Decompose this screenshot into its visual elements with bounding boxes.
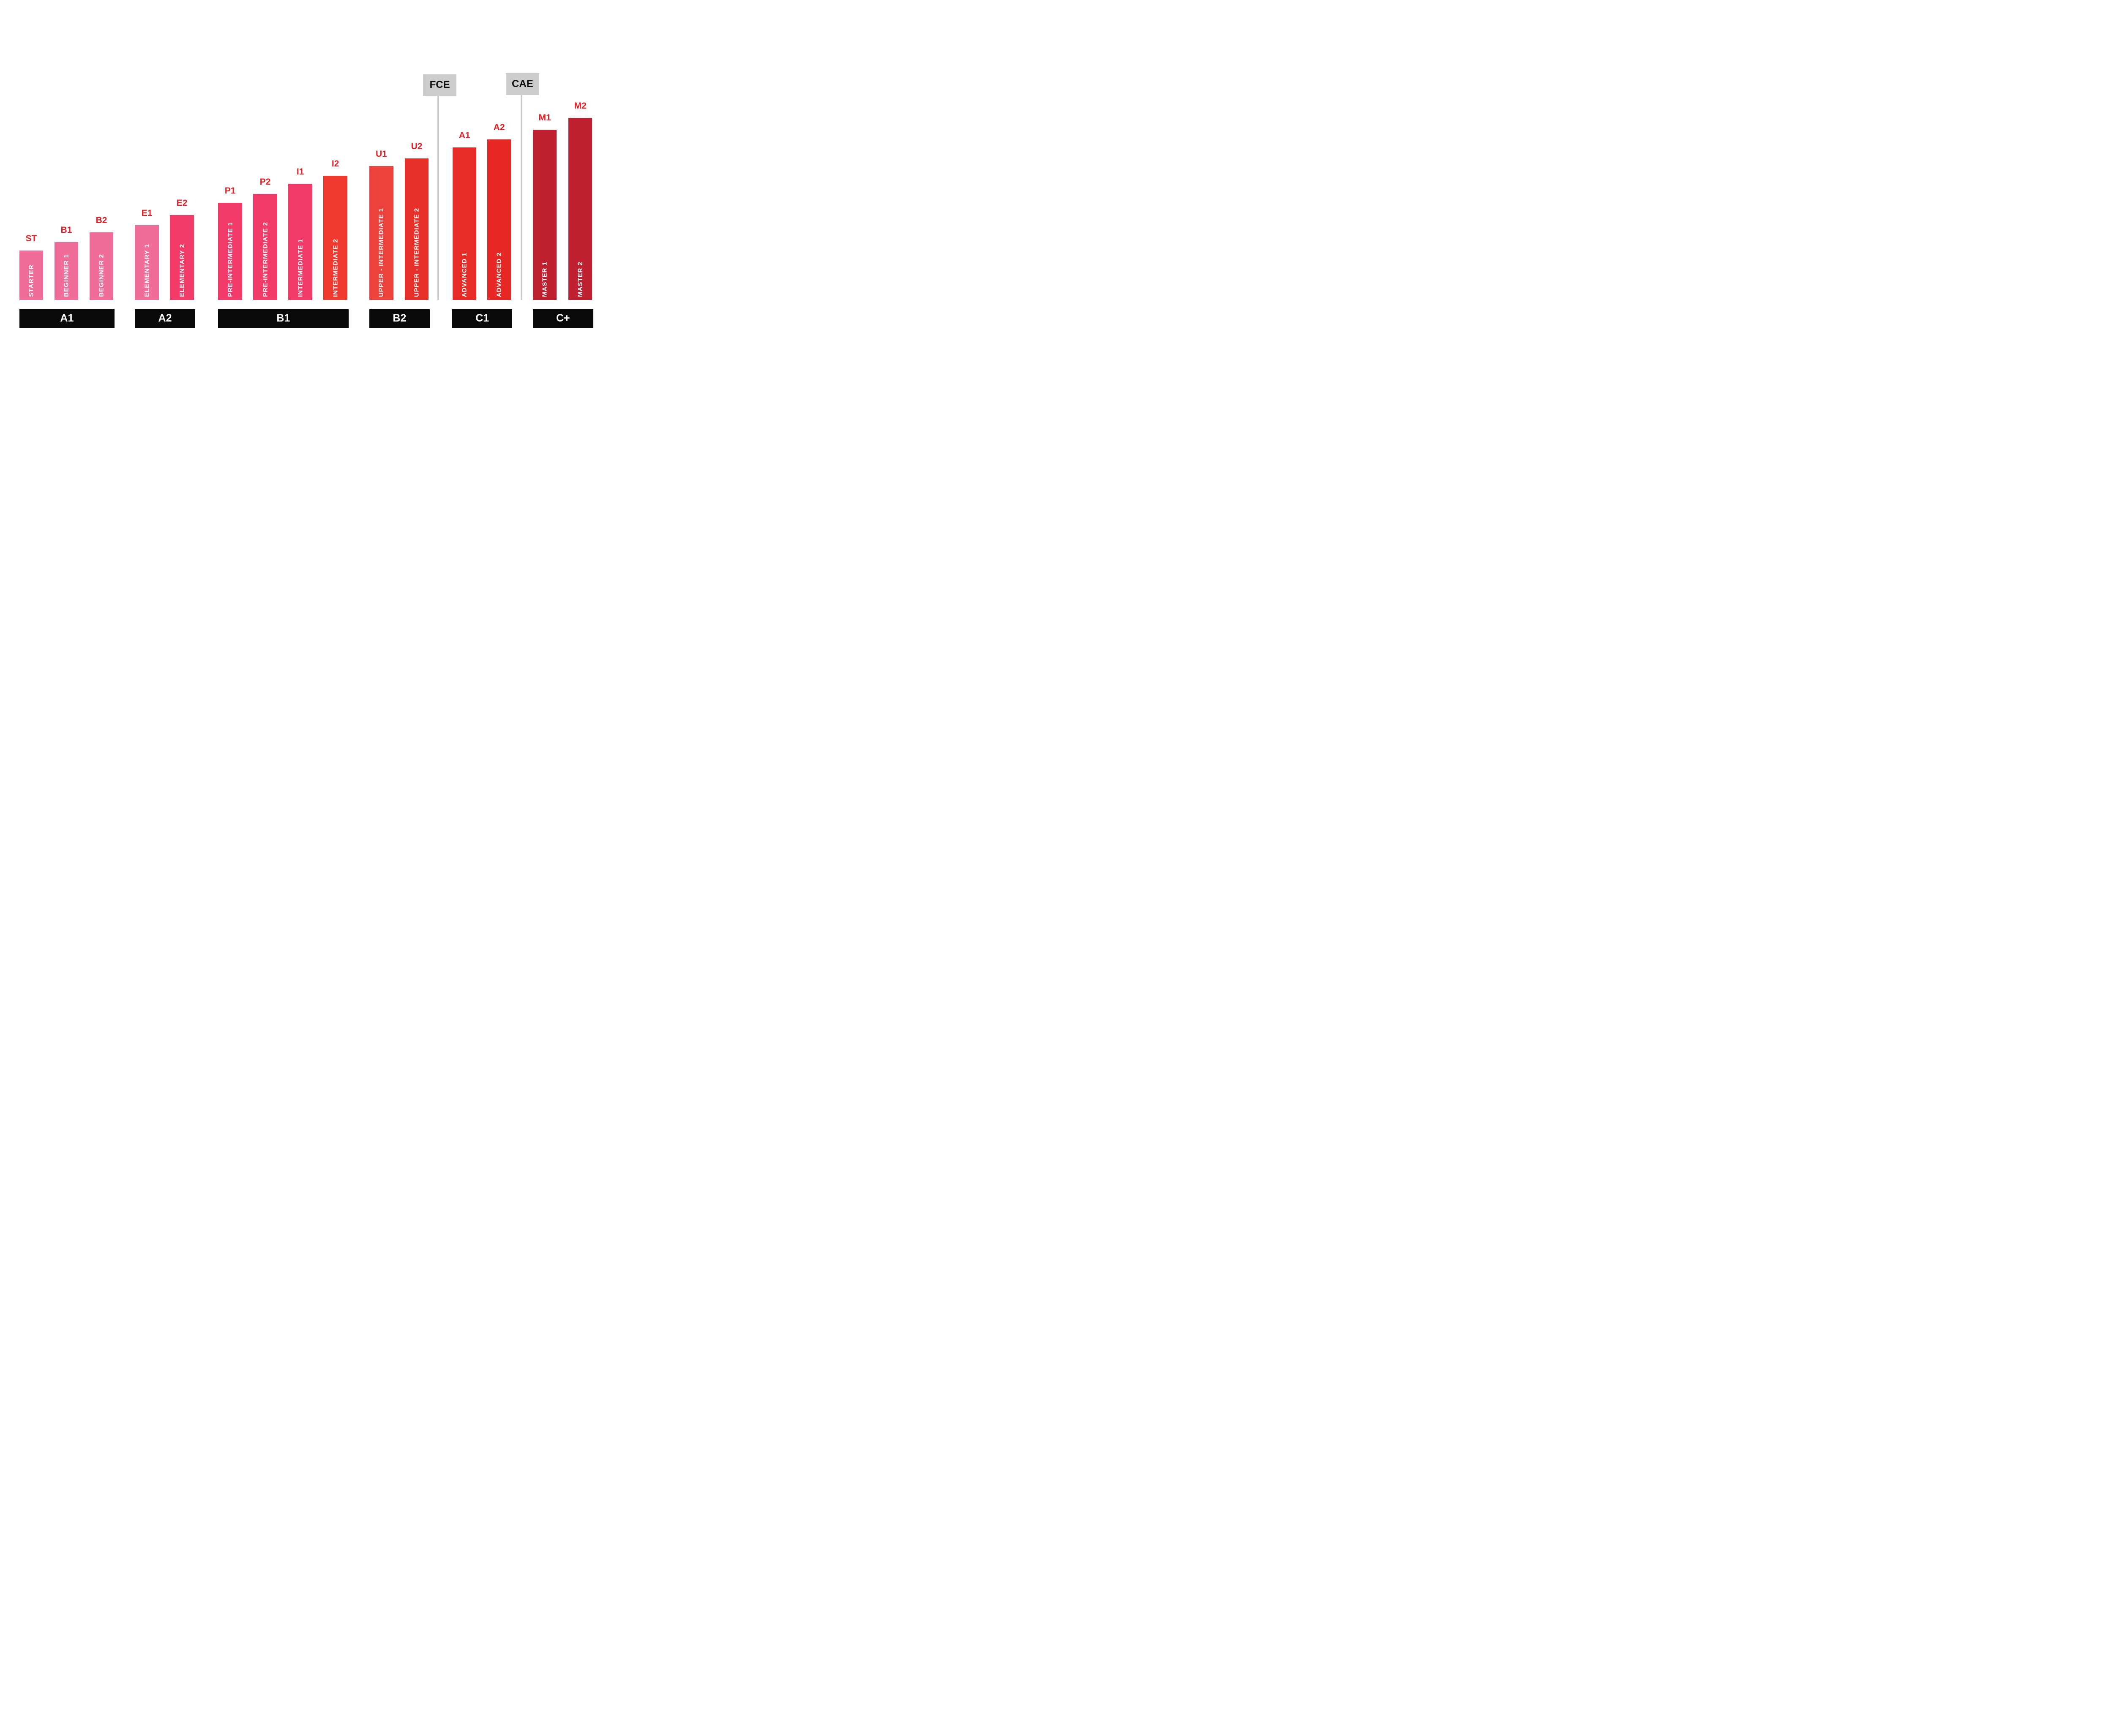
group-label-cplus: C+: [533, 309, 593, 328]
bar-code-m2: M2: [574, 101, 587, 111]
bar-upper-intermediate-2: UPPER - INTERMEDIATE 2: [404, 158, 429, 300]
bar-label: INTERMEDIATE 2: [332, 239, 339, 297]
bar-code-b1: B1: [60, 225, 72, 235]
group-label-text: A1: [60, 312, 74, 324]
bar-code-i1: I1: [296, 167, 304, 177]
bar-code-b2: B2: [96, 215, 107, 225]
bar-label: UPPER - INTERMEDIATE 1: [377, 208, 385, 297]
bar-label: MASTER 1: [541, 262, 549, 297]
group-label-text: B2: [393, 312, 407, 324]
bar-elementary-1: ELEMENTARY 1: [135, 225, 159, 300]
bar-label: UPPER - INTERMEDIATE 2: [413, 208, 420, 297]
bar-advanced-1: ADVANCED 1: [453, 147, 477, 300]
exam-line-fce: [437, 96, 439, 300]
group-label-text: A2: [158, 312, 172, 324]
bar-code-p1: P1: [224, 186, 236, 196]
bar-code-u2: U2: [411, 141, 423, 151]
bar-label: INTERMEDIATE 1: [297, 239, 304, 297]
bar-label: ELEMENTARY 2: [178, 244, 186, 297]
bar-label: BEGINNER 1: [63, 254, 70, 297]
exam-flag-fce: FCE: [423, 74, 456, 96]
bar-advanced-2: ADVANCED 2: [487, 139, 511, 300]
bar-code-a2: A2: [493, 123, 505, 132]
group-label-a2: A2: [135, 309, 195, 328]
bar-master-2: MASTER 2: [568, 118, 592, 300]
bar-label: ADVANCED 2: [495, 252, 503, 297]
exam-line-cae: [521, 95, 523, 300]
bar-code-e1: E1: [141, 208, 153, 218]
bar-elementary-2: ELEMENTARY 2: [170, 215, 194, 300]
bar-label: ADVANCED 1: [461, 252, 468, 297]
bar-starter: STARTER: [19, 251, 44, 300]
group-label-b2: B2: [369, 309, 430, 328]
group-label-b1: B1: [218, 309, 349, 328]
exam-flag-label: CAE: [512, 78, 533, 90]
group-label-a1: A1: [19, 309, 115, 328]
bar-code-p2: P2: [259, 177, 271, 187]
bar-upper-intermediate-1: UPPER - INTERMEDIATE 1: [369, 166, 393, 300]
exam-flag-label: FCE: [429, 79, 450, 91]
bar-pre-intermediate-1: PRE-INTERMEDIATE 1: [218, 203, 242, 300]
bar-label: ELEMENTARY 1: [143, 244, 151, 297]
bar-code-e2: E2: [176, 198, 188, 208]
bar-label: MASTER 2: [576, 262, 584, 297]
bar-label: STARTER: [27, 264, 35, 297]
bar-label: BEGINNER 2: [98, 254, 105, 297]
bar-code-a1: A1: [459, 131, 470, 141]
exam-flag-cae: CAE: [505, 73, 540, 95]
group-label-text: C1: [475, 312, 489, 324]
bar-master-1: MASTER 1: [533, 130, 557, 300]
bar-code-m1: M1: [538, 113, 551, 123]
bar-intermediate-2: INTERMEDIATE 2: [323, 176, 347, 300]
bar-label: PRE-INTERMEDIATE 2: [262, 222, 269, 297]
bar-code-st: ST: [25, 234, 37, 243]
bar-beginner-1: BEGINNER 1: [54, 242, 79, 300]
group-label-text: C+: [556, 312, 570, 324]
bar-code-u1: U1: [375, 149, 387, 159]
bar-code-i2: I2: [331, 159, 339, 169]
cefr-levels-chart: FCE CAE STARTER ST BEGINNER 1 B1 BEGINNER 2 B2 E…: [0, 0, 641, 347]
bar-intermediate-1: INTERMEDIATE 1: [288, 184, 312, 300]
bar-beginner-2: BEGINNER 2: [89, 232, 114, 300]
group-label-text: B1: [276, 312, 290, 324]
group-label-c1: C1: [452, 309, 513, 328]
bar-label: PRE-INTERMEDIATE 1: [227, 222, 234, 297]
bar-pre-intermediate-2: PRE-INTERMEDIATE 2: [253, 194, 277, 300]
